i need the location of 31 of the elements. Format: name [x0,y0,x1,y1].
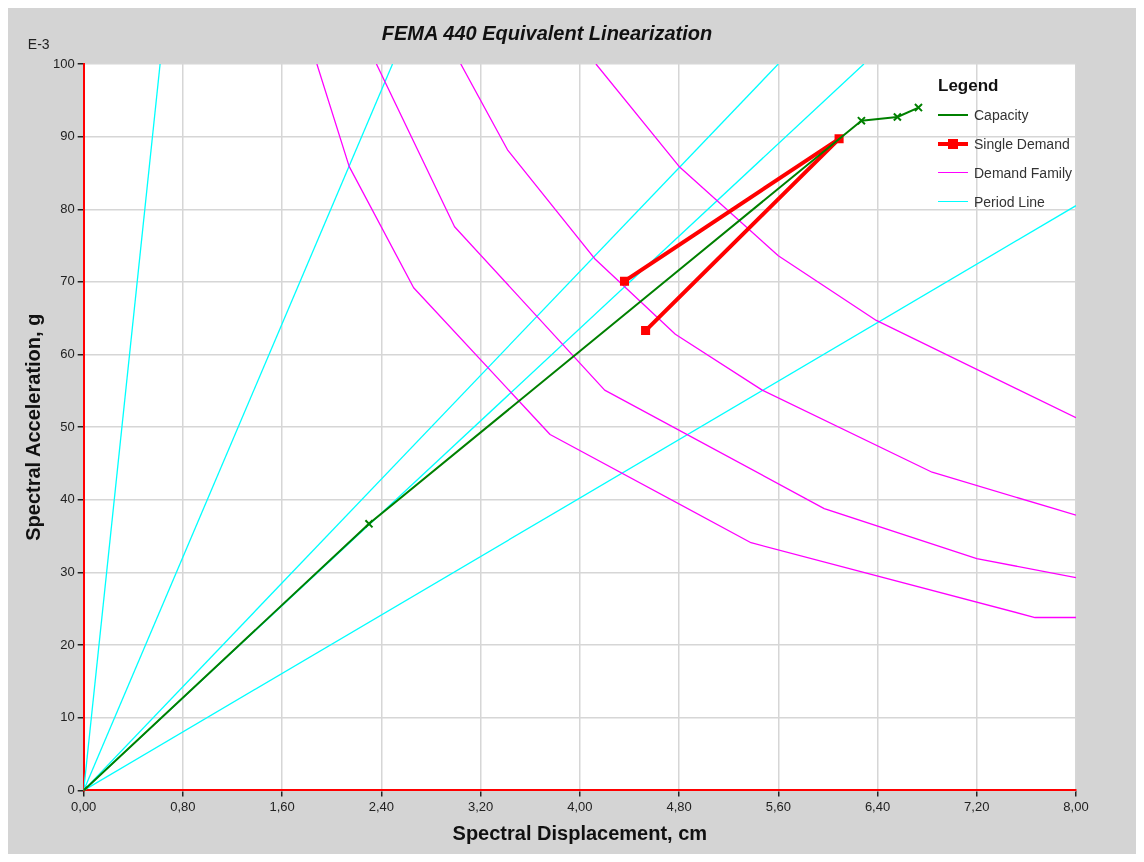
chart-title: FEMA 440 Equivalent Linearization [381,21,713,44]
legend-label: Period Line [974,193,1045,210]
text: E-3 [27,35,50,52]
x-tick-label: 0,00 [71,798,97,814]
y-tick-label: 60 [60,346,75,362]
y-tick-label: 80 [60,200,75,216]
x-tick-label: 7,20 [964,798,990,814]
x-tick-label: 8,00 [1063,798,1089,814]
legend-title: Legend [938,76,1000,96]
y-tick-label: 70 [60,273,75,289]
y-tick-label: 10 [60,709,75,725]
y-tick-label: 30 [60,564,75,580]
legend-label: Capacity [974,106,1029,123]
x-tick-label: 0,80 [170,798,196,814]
x-tick-label: 5,60 [765,798,791,814]
x-axis-title: Spectral Displacement, cm [452,821,708,844]
y-tick-label: 20 [60,636,75,652]
legend-label: Single Demand [974,135,1070,152]
x-tick-label: 1,60 [269,798,295,814]
legend-label: Demand Family [974,164,1073,181]
x-tick-label: 3,20 [467,798,494,814]
y-tick-label: 90 [60,128,75,144]
y-tick-label: 100 [52,55,75,71]
x-tick-label: 6,40 [864,798,891,814]
x-tick-label: 4,80 [666,798,692,814]
y-axis-title: Spectral Acceleration, g [21,313,44,541]
y-tick-label: 0 [67,781,75,797]
y-tick-label: 50 [60,418,75,434]
x-tick-label: 4,00 [567,798,593,814]
x-tick-label: 2,40 [368,798,395,814]
y-tick-label: 40 [60,491,75,507]
